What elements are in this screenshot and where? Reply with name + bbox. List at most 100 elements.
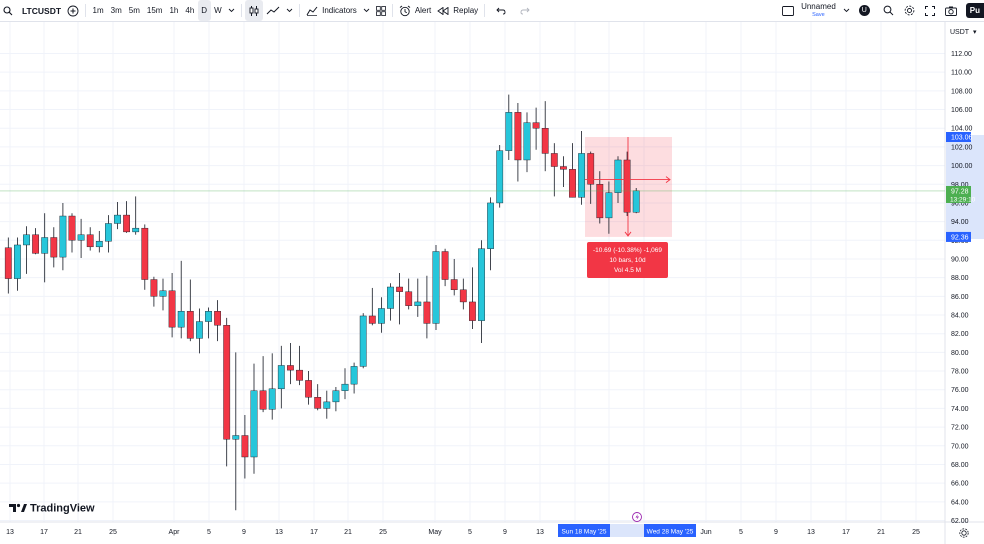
candle-up: [159, 278, 167, 311]
compare-add-icon[interactable]: [64, 0, 82, 21]
time-tick-label: 5: [207, 529, 211, 536]
candle-body: [350, 366, 358, 385]
time-tick-label: 13: [536, 529, 544, 536]
candle-up: [41, 213, 49, 283]
candle-down: [287, 343, 294, 385]
candle-body: [159, 290, 167, 297]
candle-body: [277, 365, 285, 390]
time-axis[interactable]: 13 17 21 25 Apr 5 9 13 17 21 25 May 5 9 13 17 21 25 Jun 5 9 1…: [6, 529, 920, 536]
user-avatar[interactable]: U: [858, 5, 870, 16]
candle-body: [414, 301, 422, 306]
price-chart[interactable]: -10.69 (-10.38%) -1,069 10 bars, 10d Vol…: [0, 22, 984, 544]
time-tick-label: 13: [6, 529, 14, 536]
candle-body: [541, 128, 549, 154]
time-tick-label: May: [428, 529, 442, 536]
layout-grid-icon[interactable]: [373, 0, 389, 21]
measure-bottom-price-tag: 92.36: [951, 234, 969, 241]
chevron-down-icon[interactable]: [840, 0, 853, 21]
candle-body: [95, 241, 103, 248]
quick-search-icon[interactable]: [878, 0, 899, 21]
chevron-down-icon[interactable]: [225, 0, 238, 21]
range-end-date: Wed 28 May '25: [647, 529, 694, 536]
candle-down: [560, 156, 567, 188]
candle-up: [114, 202, 121, 230]
fullscreen-icon[interactable]: [920, 0, 940, 21]
price-tick-label: 76.00: [951, 387, 969, 394]
timeframe-3m[interactable]: 3m: [110, 6, 122, 15]
chevron-down-icon[interactable]: [283, 0, 296, 21]
candle-down: [459, 278, 467, 310]
time-tick-label: 21: [74, 529, 82, 536]
price-tick-label: 66.00: [951, 481, 969, 488]
tradingview-logo[interactable]: TradingView: [9, 503, 95, 515]
candle-up: [414, 278, 422, 317]
timeframe-w[interactable]: W: [214, 6, 222, 15]
divider: [391, 4, 393, 17]
candle-up: [95, 230, 103, 253]
layout-toggle-icon[interactable]: [779, 0, 797, 21]
measure-arrows: [585, 136, 671, 237]
settings-gear-icon[interactable]: [899, 0, 920, 21]
candle-up: [487, 197, 494, 271]
candle-down: [450, 258, 458, 296]
line-chart-icon[interactable]: [263, 0, 283, 21]
brand-name: TradingView: [30, 503, 95, 515]
currency-label[interactable]: USDT: [950, 29, 970, 36]
search-icon[interactable]: [0, 0, 16, 21]
timeframe-5m[interactable]: 5m: [128, 6, 140, 15]
candle-body: [141, 227, 149, 280]
candle-body: [487, 202, 494, 249]
layout-name-button[interactable]: Unnamed Save: [801, 2, 836, 19]
redo-icon[interactable]: [514, 0, 536, 21]
candle-down: [68, 213, 76, 253]
bar-countdown: 13:29:10: [950, 196, 976, 203]
price-tick-label: 84.00: [951, 313, 969, 320]
candle-down: [241, 414, 249, 479]
candle-up: [132, 196, 140, 235]
price-tick-label: 110.00: [951, 70, 972, 77]
candle-body: [195, 321, 203, 339]
event-marker-icon[interactable]: [632, 512, 642, 522]
publish-button[interactable]: Pu: [965, 3, 984, 18]
timeframe-d[interactable]: D: [197, 0, 211, 21]
camera-icon[interactable]: [940, 0, 962, 21]
candle-down: [368, 287, 376, 326]
time-tick-label: Jun: [700, 529, 711, 536]
alarm-clock-icon: [399, 5, 411, 16]
candle-down: [532, 107, 540, 150]
measure-label-bars: 10 bars, 10d: [609, 257, 646, 264]
candle-up: [387, 283, 394, 321]
candle-up: [432, 244, 440, 330]
candle-down: [514, 103, 522, 182]
timeframe-4h[interactable]: 4h: [185, 6, 195, 15]
candle-body: [259, 390, 267, 410]
divider: [299, 4, 301, 17]
axis-settings-gear-icon[interactable]: [959, 528, 969, 538]
candle-body: [214, 311, 221, 326]
candle-down: [296, 345, 303, 386]
candle-up: [496, 145, 504, 208]
alert-button[interactable]: Alert: [396, 0, 434, 21]
replay-button[interactable]: Replay: [434, 0, 481, 21]
chevron-down-icon[interactable]: [360, 0, 373, 21]
price-tick-label: 68.00: [951, 462, 969, 469]
price-tick-label: 108.00: [951, 88, 973, 95]
time-tick-label: 9: [242, 529, 246, 536]
candle-up: [478, 240, 485, 344]
candle-body: [596, 184, 604, 219]
candle-up: [104, 215, 112, 253]
timeframe-1m[interactable]: 1m: [92, 6, 104, 15]
candle-body: [296, 369, 303, 381]
candles-chart-type-icon[interactable]: [245, 0, 264, 21]
timeframe-1h[interactable]: 1h: [169, 6, 179, 15]
candle-body: [614, 159, 622, 193]
candle-down: [541, 101, 549, 172]
indicators-button[interactable]: Indicators: [303, 0, 360, 21]
price-axis[interactable]: 62.00 64.00 66.00 68.00 70.00 72.00 74.00 76.00…: [951, 51, 973, 525]
undo-icon[interactable]: [488, 0, 514, 21]
price-tick-label: 112.00: [951, 51, 972, 58]
timeframe-15m[interactable]: 15m: [146, 6, 163, 15]
currency-chevron-icon[interactable]: ▾: [973, 29, 977, 36]
symbol-name[interactable]: LTCUSDT: [22, 5, 62, 16]
candle-down: [469, 267, 476, 330]
